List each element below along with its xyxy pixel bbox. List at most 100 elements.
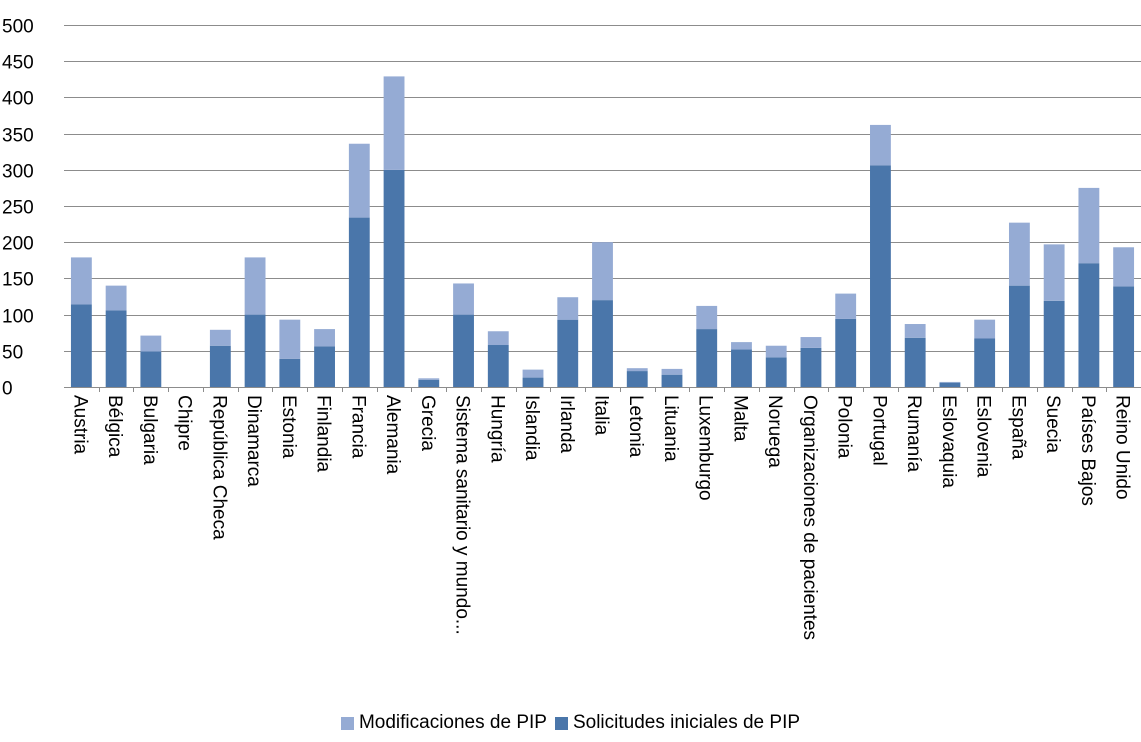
bar-solicitudes-20	[765, 357, 787, 387]
x-tick-label-25: Eslovaquia	[938, 395, 959, 488]
bar-solicitudes-21	[800, 347, 822, 387]
bar-solicitudes-10	[418, 379, 440, 387]
x-tick-label-23: Portugal	[868, 395, 889, 466]
x-tick-label-16: Letonia	[625, 395, 646, 458]
bar-modificaciones-22	[835, 293, 857, 319]
legend-swatch-solicitudes	[554, 716, 568, 730]
bar-solicitudes-5	[244, 314, 266, 387]
x-tick-label-4: República Checa	[208, 395, 229, 540]
y-tick-label-200: 200	[2, 234, 34, 255]
y-tick-label-450: 450	[2, 53, 34, 74]
bar-solicitudes-6	[279, 358, 301, 387]
x-tick-label-6: Estonia	[278, 395, 299, 459]
y-tick-label-100: 100	[2, 307, 34, 328]
bar-modificaciones-10	[418, 378, 440, 380]
x-tick-label-5: Dinamarca	[243, 395, 264, 487]
bar-solicitudes-8	[348, 217, 370, 387]
bar-solicitudes-13	[522, 377, 544, 387]
x-tick-label-3: Chipre	[174, 395, 195, 451]
bar-solicitudes-2	[140, 351, 162, 387]
y-tick-label-350: 350	[2, 126, 34, 147]
y-tick-label-50: 50	[2, 343, 23, 364]
bar-solicitudes-14	[557, 319, 579, 387]
bar-solicitudes-27	[1008, 285, 1030, 387]
x-tick-label-11: Sistema sanitario y mundo...	[452, 395, 473, 635]
x-tick-label-1: Bélgica	[104, 395, 125, 458]
legend-item-modificaciones: Modificaciones de PIP	[340, 712, 547, 734]
bar-modificaciones-20	[765, 345, 787, 358]
bar-modificaciones-29	[1078, 187, 1100, 264]
y-tick-label-0: 0	[2, 379, 13, 400]
bar-solicitudes-7	[314, 346, 335, 387]
bar-modificaciones-25	[939, 381, 961, 383]
bar-modificaciones-0	[70, 257, 92, 305]
bar-solicitudes-12	[487, 345, 509, 387]
bar-solicitudes-22	[835, 318, 857, 387]
bar-modificaciones-7	[314, 329, 335, 347]
bar-solicitudes-17	[661, 374, 683, 387]
x-tick-label-2: Bulgaria	[139, 395, 160, 465]
bar-modificaciones-19	[731, 342, 752, 350]
bar-solicitudes-15	[592, 300, 613, 387]
legend-label-modificaciones: Modificaciones de PIP	[358, 712, 547, 733]
bar-modificaciones-8	[348, 143, 370, 218]
bar-modificaciones-16	[626, 368, 648, 372]
x-tick-label-8: Francia	[347, 395, 368, 459]
y-tick-label-250: 250	[2, 198, 34, 219]
bar-modificaciones-30	[1113, 247, 1135, 287]
bar-modificaciones-21	[800, 337, 822, 348]
x-tick-label-26: Eslovenia	[973, 395, 994, 478]
bar-modificaciones-2	[140, 335, 162, 352]
x-tick-label-30: Reino Unido	[1112, 395, 1133, 500]
bar-solicitudes-25	[939, 382, 961, 387]
x-tick-label-18: Luxemburgo	[695, 395, 716, 501]
legend-label-solicitudes: Solicitudes iniciales de PIP	[572, 712, 801, 733]
x-tick-label-21: Organizaciones de pacientes	[799, 395, 820, 640]
bar-modificaciones-17	[661, 368, 683, 375]
bar-solicitudes-26	[974, 338, 996, 387]
bar-solicitudes-30	[1113, 286, 1135, 387]
bar-modificaciones-11	[453, 283, 474, 315]
bar-modificaciones-27	[1008, 222, 1030, 286]
bar-solicitudes-0	[70, 304, 92, 387]
x-tick-label-19: Malta	[729, 395, 750, 442]
x-tick-label-20: Noruega	[764, 395, 785, 468]
legend-swatch-modificaciones	[340, 716, 354, 730]
bar-solicitudes-24	[904, 337, 926, 387]
x-tick-label-10: Grecia	[417, 395, 438, 451]
bar-modificaciones-4	[209, 329, 231, 346]
x-tick-label-9: Alemania	[382, 395, 403, 475]
y-tick-label-150: 150	[2, 270, 34, 291]
y-tick-label-300: 300	[2, 162, 34, 183]
x-tick-label-24: Rumanía	[903, 395, 924, 473]
bar-modificaciones-12	[487, 331, 509, 346]
x-tick-label-27: España	[1007, 395, 1028, 460]
bar-solicitudes-18	[696, 329, 718, 387]
bar-modificaciones-1	[105, 285, 127, 311]
bar-modificaciones-14	[557, 297, 579, 320]
x-tick-label-22: Polonia	[834, 395, 855, 459]
x-tick-label-13: Islandia	[521, 395, 542, 461]
legend-item-solicitudes: Solicitudes iniciales de PIP	[554, 712, 801, 734]
bar-solicitudes-1	[105, 310, 127, 387]
x-tick-label-7: Finlandia	[313, 395, 334, 473]
y-tick-label-400: 400	[2, 89, 34, 110]
bar-modificaciones-26	[974, 319, 996, 339]
bar-solicitudes-28	[1043, 300, 1065, 387]
bar-modificaciones-9	[383, 76, 405, 170]
x-tick-label-0: Austria	[69, 395, 90, 455]
x-tick-label-12: Hungría	[486, 395, 507, 463]
x-tick-label-28: Suecia	[1042, 395, 1063, 454]
bar-modificaciones-6	[279, 319, 301, 359]
bar-solicitudes-4	[209, 345, 231, 387]
bar-solicitudes-29	[1078, 263, 1100, 387]
bar-solicitudes-23	[870, 165, 891, 387]
x-tick-label-17: Lituania	[660, 395, 681, 462]
bar-modificaciones-23	[870, 124, 891, 166]
bar-modificaciones-5	[244, 257, 266, 315]
x-tick-label-14: Irlanda	[556, 395, 577, 454]
x-tick-label-29: Países Bajos	[1077, 395, 1098, 506]
bar-modificaciones-24	[904, 324, 926, 338]
